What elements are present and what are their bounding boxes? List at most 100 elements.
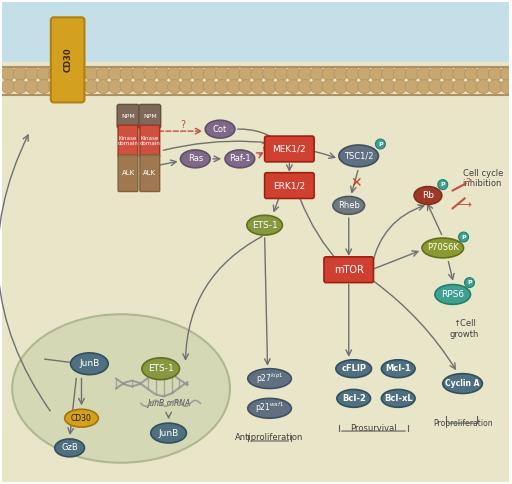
Circle shape — [108, 67, 122, 81]
Circle shape — [239, 67, 253, 81]
Circle shape — [429, 80, 443, 93]
Circle shape — [500, 80, 512, 93]
FancyBboxPatch shape — [3, 62, 509, 482]
Circle shape — [322, 80, 336, 93]
Circle shape — [203, 67, 217, 81]
Ellipse shape — [248, 398, 291, 418]
Circle shape — [429, 67, 443, 81]
Text: ALK: ALK — [121, 170, 135, 176]
Text: ?: ? — [465, 178, 470, 188]
Text: JunB mRNA: JunB mRNA — [147, 399, 190, 408]
Text: ↑Cell
growth: ↑Cell growth — [450, 319, 479, 339]
Circle shape — [227, 67, 241, 81]
Circle shape — [144, 80, 158, 93]
Circle shape — [49, 80, 62, 93]
Ellipse shape — [247, 215, 283, 235]
Circle shape — [405, 67, 419, 81]
Circle shape — [251, 67, 265, 81]
Circle shape — [310, 67, 324, 81]
Ellipse shape — [151, 423, 186, 443]
Ellipse shape — [435, 285, 471, 304]
Circle shape — [132, 80, 146, 93]
Circle shape — [2, 67, 15, 81]
Circle shape — [132, 67, 146, 81]
Ellipse shape — [205, 120, 235, 138]
Text: ALK: ALK — [143, 170, 156, 176]
Circle shape — [405, 80, 419, 93]
Ellipse shape — [381, 390, 415, 408]
Circle shape — [464, 67, 478, 81]
Text: Ras: Ras — [188, 154, 203, 164]
Ellipse shape — [12, 314, 230, 463]
Text: Rb: Rb — [422, 191, 434, 200]
Circle shape — [453, 80, 466, 93]
Circle shape — [263, 67, 276, 81]
Circle shape — [263, 80, 276, 93]
Text: Antiproliferation: Antiproliferation — [236, 434, 304, 442]
FancyBboxPatch shape — [140, 125, 160, 157]
Text: Prosurvival: Prosurvival — [350, 424, 397, 433]
Text: Mcl-1: Mcl-1 — [386, 364, 411, 373]
Text: GzB: GzB — [61, 443, 78, 453]
Text: Proproliferation: Proproliferation — [433, 419, 493, 428]
Text: Bcl-2: Bcl-2 — [342, 394, 366, 403]
FancyBboxPatch shape — [139, 105, 161, 128]
FancyBboxPatch shape — [265, 173, 314, 198]
Text: ⟶: ⟶ — [456, 200, 472, 211]
Circle shape — [120, 67, 134, 81]
Circle shape — [370, 67, 383, 81]
Circle shape — [298, 67, 312, 81]
FancyBboxPatch shape — [51, 17, 84, 103]
Circle shape — [393, 67, 407, 81]
Text: Rheb: Rheb — [338, 201, 360, 210]
Circle shape — [84, 80, 98, 93]
FancyBboxPatch shape — [140, 155, 160, 192]
Circle shape — [120, 80, 134, 93]
Circle shape — [334, 67, 348, 81]
Circle shape — [322, 67, 336, 81]
FancyBboxPatch shape — [117, 105, 139, 128]
Text: P70S6K: P70S6K — [427, 243, 459, 253]
Circle shape — [464, 278, 475, 287]
Circle shape — [286, 67, 300, 81]
Text: mTOR: mTOR — [334, 265, 364, 275]
Text: P: P — [461, 235, 466, 240]
Circle shape — [25, 80, 39, 93]
Text: Kinase
domain: Kinase domain — [139, 136, 160, 147]
Circle shape — [180, 67, 194, 81]
Circle shape — [191, 67, 205, 81]
FancyBboxPatch shape — [324, 257, 373, 283]
Circle shape — [156, 67, 169, 81]
Text: NPM: NPM — [121, 114, 135, 119]
Circle shape — [2, 80, 15, 93]
Text: JunB: JunB — [159, 428, 179, 438]
Circle shape — [49, 67, 62, 81]
Circle shape — [477, 67, 490, 81]
Circle shape — [61, 80, 75, 93]
Circle shape — [215, 67, 229, 81]
Circle shape — [203, 80, 217, 93]
Ellipse shape — [422, 238, 463, 258]
Circle shape — [191, 80, 205, 93]
Circle shape — [13, 80, 27, 93]
Text: ?: ? — [180, 120, 185, 130]
Circle shape — [370, 80, 383, 93]
Ellipse shape — [248, 369, 291, 389]
Ellipse shape — [381, 360, 415, 378]
Circle shape — [251, 80, 265, 93]
Circle shape — [393, 80, 407, 93]
Circle shape — [346, 80, 359, 93]
Text: P: P — [440, 182, 445, 187]
Circle shape — [227, 80, 241, 93]
Text: CD30: CD30 — [63, 47, 72, 72]
Circle shape — [477, 80, 490, 93]
Ellipse shape — [180, 150, 210, 168]
Circle shape — [441, 80, 455, 93]
Text: cFLIP: cFLIP — [341, 364, 366, 373]
Ellipse shape — [443, 374, 482, 393]
Circle shape — [144, 67, 158, 81]
Circle shape — [37, 67, 51, 81]
Circle shape — [488, 67, 502, 81]
Text: TSC1/2: TSC1/2 — [344, 151, 373, 160]
Circle shape — [73, 67, 87, 81]
